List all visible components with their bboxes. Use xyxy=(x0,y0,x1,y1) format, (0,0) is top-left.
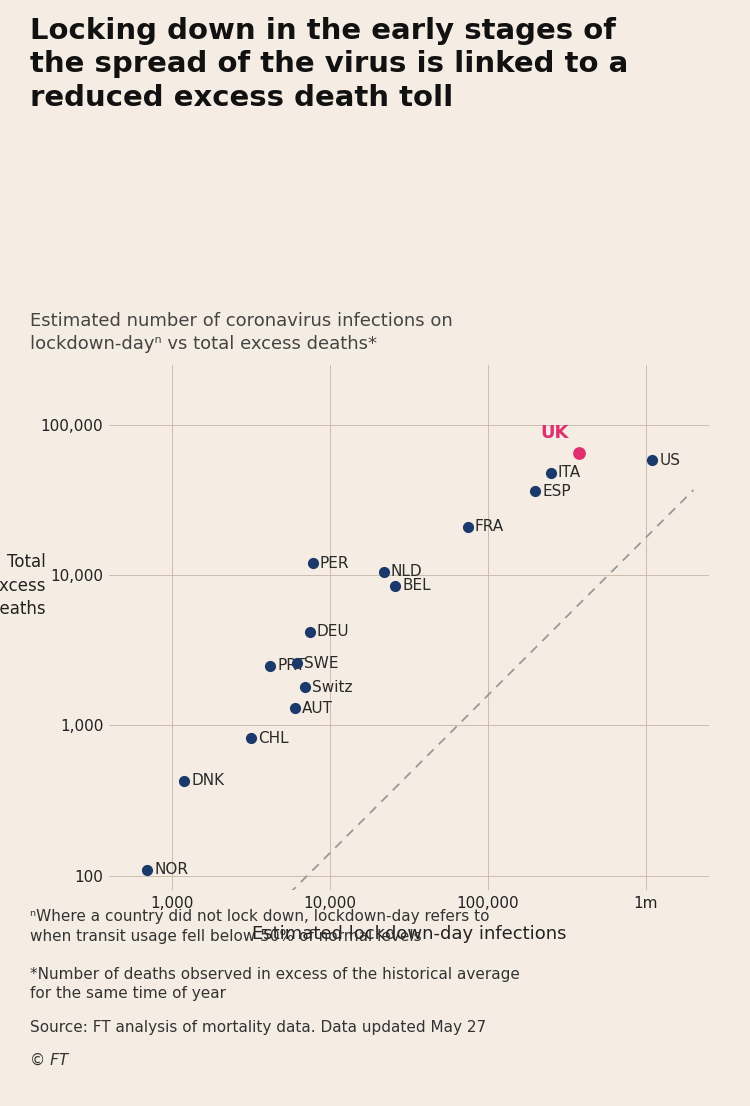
Point xyxy=(389,577,401,595)
Text: US: US xyxy=(659,452,680,468)
Text: UK: UK xyxy=(540,424,568,441)
Point xyxy=(291,655,303,672)
Text: Source: FT analysis of mortality data. Data updated May 27: Source: FT analysis of mortality data. D… xyxy=(30,1020,486,1035)
Point xyxy=(646,451,658,469)
Point xyxy=(289,699,301,717)
Point xyxy=(462,518,474,535)
Point xyxy=(574,445,586,462)
Point xyxy=(178,772,190,790)
Text: Estimated number of coronavirus infections on
lockdown-dayⁿ vs total excess deat: Estimated number of coronavirus infectio… xyxy=(30,312,453,353)
Text: FRA: FRA xyxy=(475,519,504,534)
Point xyxy=(264,657,276,675)
Text: Total
excess
deaths: Total excess deaths xyxy=(0,553,46,618)
Text: CHL: CHL xyxy=(259,731,289,745)
Text: AUT: AUT xyxy=(302,701,332,716)
X-axis label: Estimated lockdown-day infections: Estimated lockdown-day infections xyxy=(251,925,566,942)
Point xyxy=(544,463,556,481)
Text: NLD: NLD xyxy=(391,564,422,580)
Point xyxy=(307,554,319,572)
Text: DNK: DNK xyxy=(191,773,224,789)
Point xyxy=(530,482,542,500)
Text: ⁿWhere a country did not lock down, lockdown-day refers to
when transit usage fe: ⁿWhere a country did not lock down, lock… xyxy=(30,909,490,943)
Text: ESP: ESP xyxy=(542,484,571,499)
Text: © FT: © FT xyxy=(30,1053,68,1068)
Point xyxy=(299,678,311,696)
Point xyxy=(245,730,257,748)
Point xyxy=(304,623,316,640)
Text: *Number of deaths observed in excess of the historical average
for the same time: *Number of deaths observed in excess of … xyxy=(30,967,520,1001)
Text: BEL: BEL xyxy=(402,578,431,593)
Text: NOR: NOR xyxy=(154,862,188,877)
Text: SWE: SWE xyxy=(304,656,338,670)
Point xyxy=(378,563,390,581)
Text: Locking down in the early stages of
the spread of the virus is linked to a
reduc: Locking down in the early stages of the … xyxy=(30,17,628,112)
Point xyxy=(141,860,153,878)
Text: ITA: ITA xyxy=(558,466,580,480)
Text: PER: PER xyxy=(320,555,349,571)
Text: PRT: PRT xyxy=(277,658,305,674)
Text: DEU: DEU xyxy=(317,624,350,639)
Text: Switz: Switz xyxy=(312,679,352,695)
